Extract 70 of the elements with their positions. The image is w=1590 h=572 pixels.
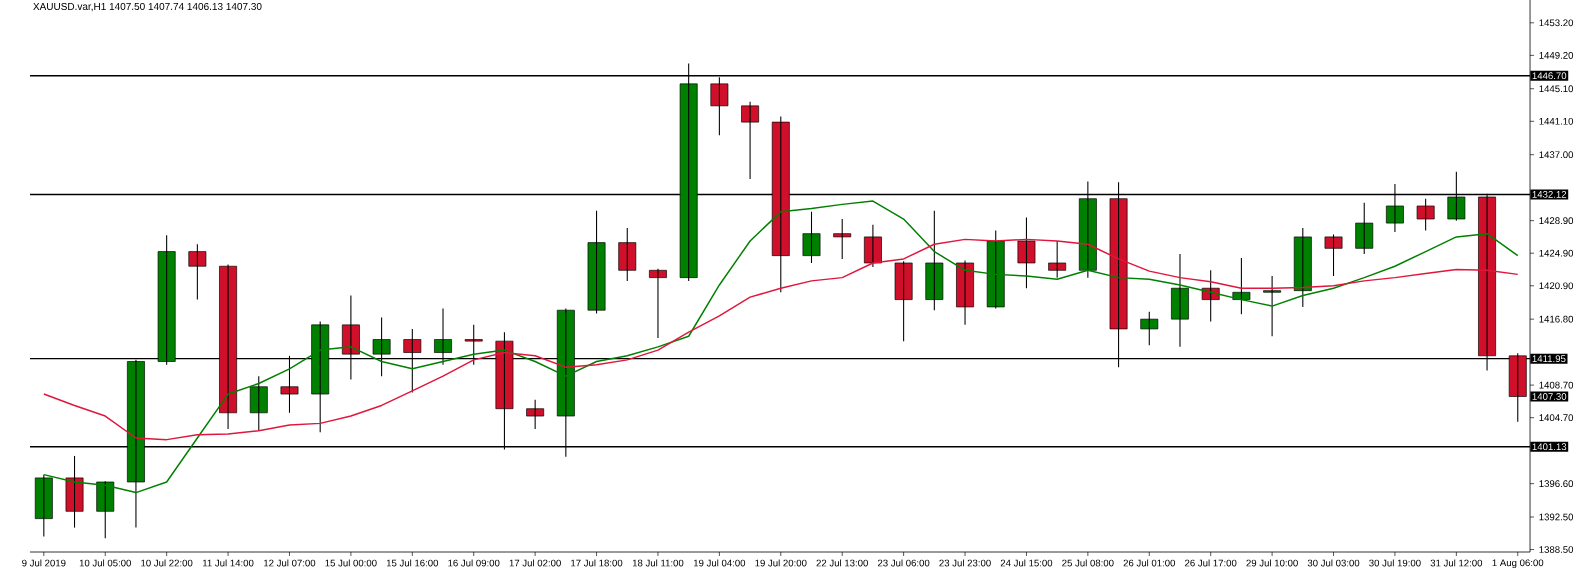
y-tick-label: 1416.80 [1539,315,1574,323]
x-tick-label: 16 Jul 09:00 [448,559,500,567]
candlestick [1355,202,1374,255]
x-tick-label: 23 Jul 06:00 [877,559,930,567]
y-tick-label: 1445.10 [1539,85,1574,93]
y-tick-label: 1396.60 [1539,480,1574,488]
x-tick-label: 12 Jul 07:00 [264,559,316,567]
y-tick-label: 1404.70 [1539,414,1574,422]
candlestick [1263,275,1282,337]
candlestick [986,229,1005,310]
y-tick-label: 1428.90 [1539,217,1574,225]
x-tick-label: 11 Jul 14:00 [203,559,254,567]
candlestick [741,101,760,180]
x-tick-label: 9 Jul 2019 [22,559,66,567]
candlestick [925,210,944,311]
x-tick-label: 10 Jul 05:00 [79,559,131,567]
candlestick [188,243,207,301]
x-tick-label: 18 Jul 11:00 [632,559,684,567]
x-tick-label: 15 Jul 16:00 [386,559,439,567]
x-tick-label: 26 Jul 17:00 [1185,559,1237,567]
y-tick-label: 1453.20 [1539,19,1574,27]
x-tick-label: 30 Jul 19:00 [1369,559,1421,567]
x-tick-label: 19 Jul 04:00 [693,559,746,567]
y-tick-label: 1408.70 [1539,381,1574,389]
line-series [43,238,1519,441]
candlestick [65,455,84,529]
text: 1407.30 [1532,393,1567,400]
ref-line-label: 1446.70 [1532,72,1567,80]
candlestick [1048,240,1067,279]
candlestick [1232,257,1251,315]
x-tick-label: 15 Jul 00:00 [325,559,377,567]
candlestick [1416,198,1435,231]
candlestick [833,218,852,260]
x-tick-label: 23 Jul 23:00 [939,559,991,567]
x-tick-label: 22 Jul 13:00 [816,559,868,567]
y-tick-label: 1449.20 [1539,51,1574,59]
x-tick-label: 17 Jul 02:00 [509,559,561,567]
candlestick [526,399,545,430]
y-tick-label: 1388.50 [1539,546,1574,553]
candlestick [802,211,821,264]
candlestick [618,227,637,282]
x-tick-label: 25 Jul 08:00 [1062,559,1114,567]
candlestick [1140,311,1159,346]
x-tick-label: 24 Jul 15:00 [1000,559,1053,567]
x-tick-label: 31 Jul 12:00 [1430,559,1483,567]
candlestick [1171,253,1189,348]
candlestick [1324,233,1343,277]
x-tick-label: 17 Jul 18:00 [571,559,623,567]
x-tick-label: 26 Jul 01:00 [1123,559,1176,567]
ref-line-label: 1411.95 [1532,355,1566,363]
candlestick [894,260,913,342]
y-tick-label: 1424.90 [1539,249,1574,257]
y-tick-label: 1437.00 [1539,151,1574,159]
candlestick [863,224,882,268]
y-tick-label: 1441.10 [1539,117,1574,125]
candlestick [249,375,268,432]
y-tick-label: 1392.50 [1539,513,1574,521]
x-tick-label: 30 Jul 03:00 [1307,559,1360,567]
x-tick-label: 29 Jul 10:00 [1246,559,1298,567]
candlestick [649,268,667,339]
ref-line-label: 1432.12 [1532,191,1567,198]
y-tick-label: 1420.90 [1539,282,1574,290]
candlestick [1293,227,1312,308]
candlestick [587,210,606,314]
x-tick-label: 10 Jul 22:00 [141,559,193,567]
chart-title: XAUUSD.var,H1 1407.50 1407.74 1406.13 1407.30 [33,2,262,12]
candlestick [1017,216,1036,289]
ref-line-label: 1401.13 [1532,443,1567,451]
x-tick-label: 19 Jul 20:00 [755,559,807,567]
x-tick-label: 1 Aug 06:00 [1492,559,1544,569]
